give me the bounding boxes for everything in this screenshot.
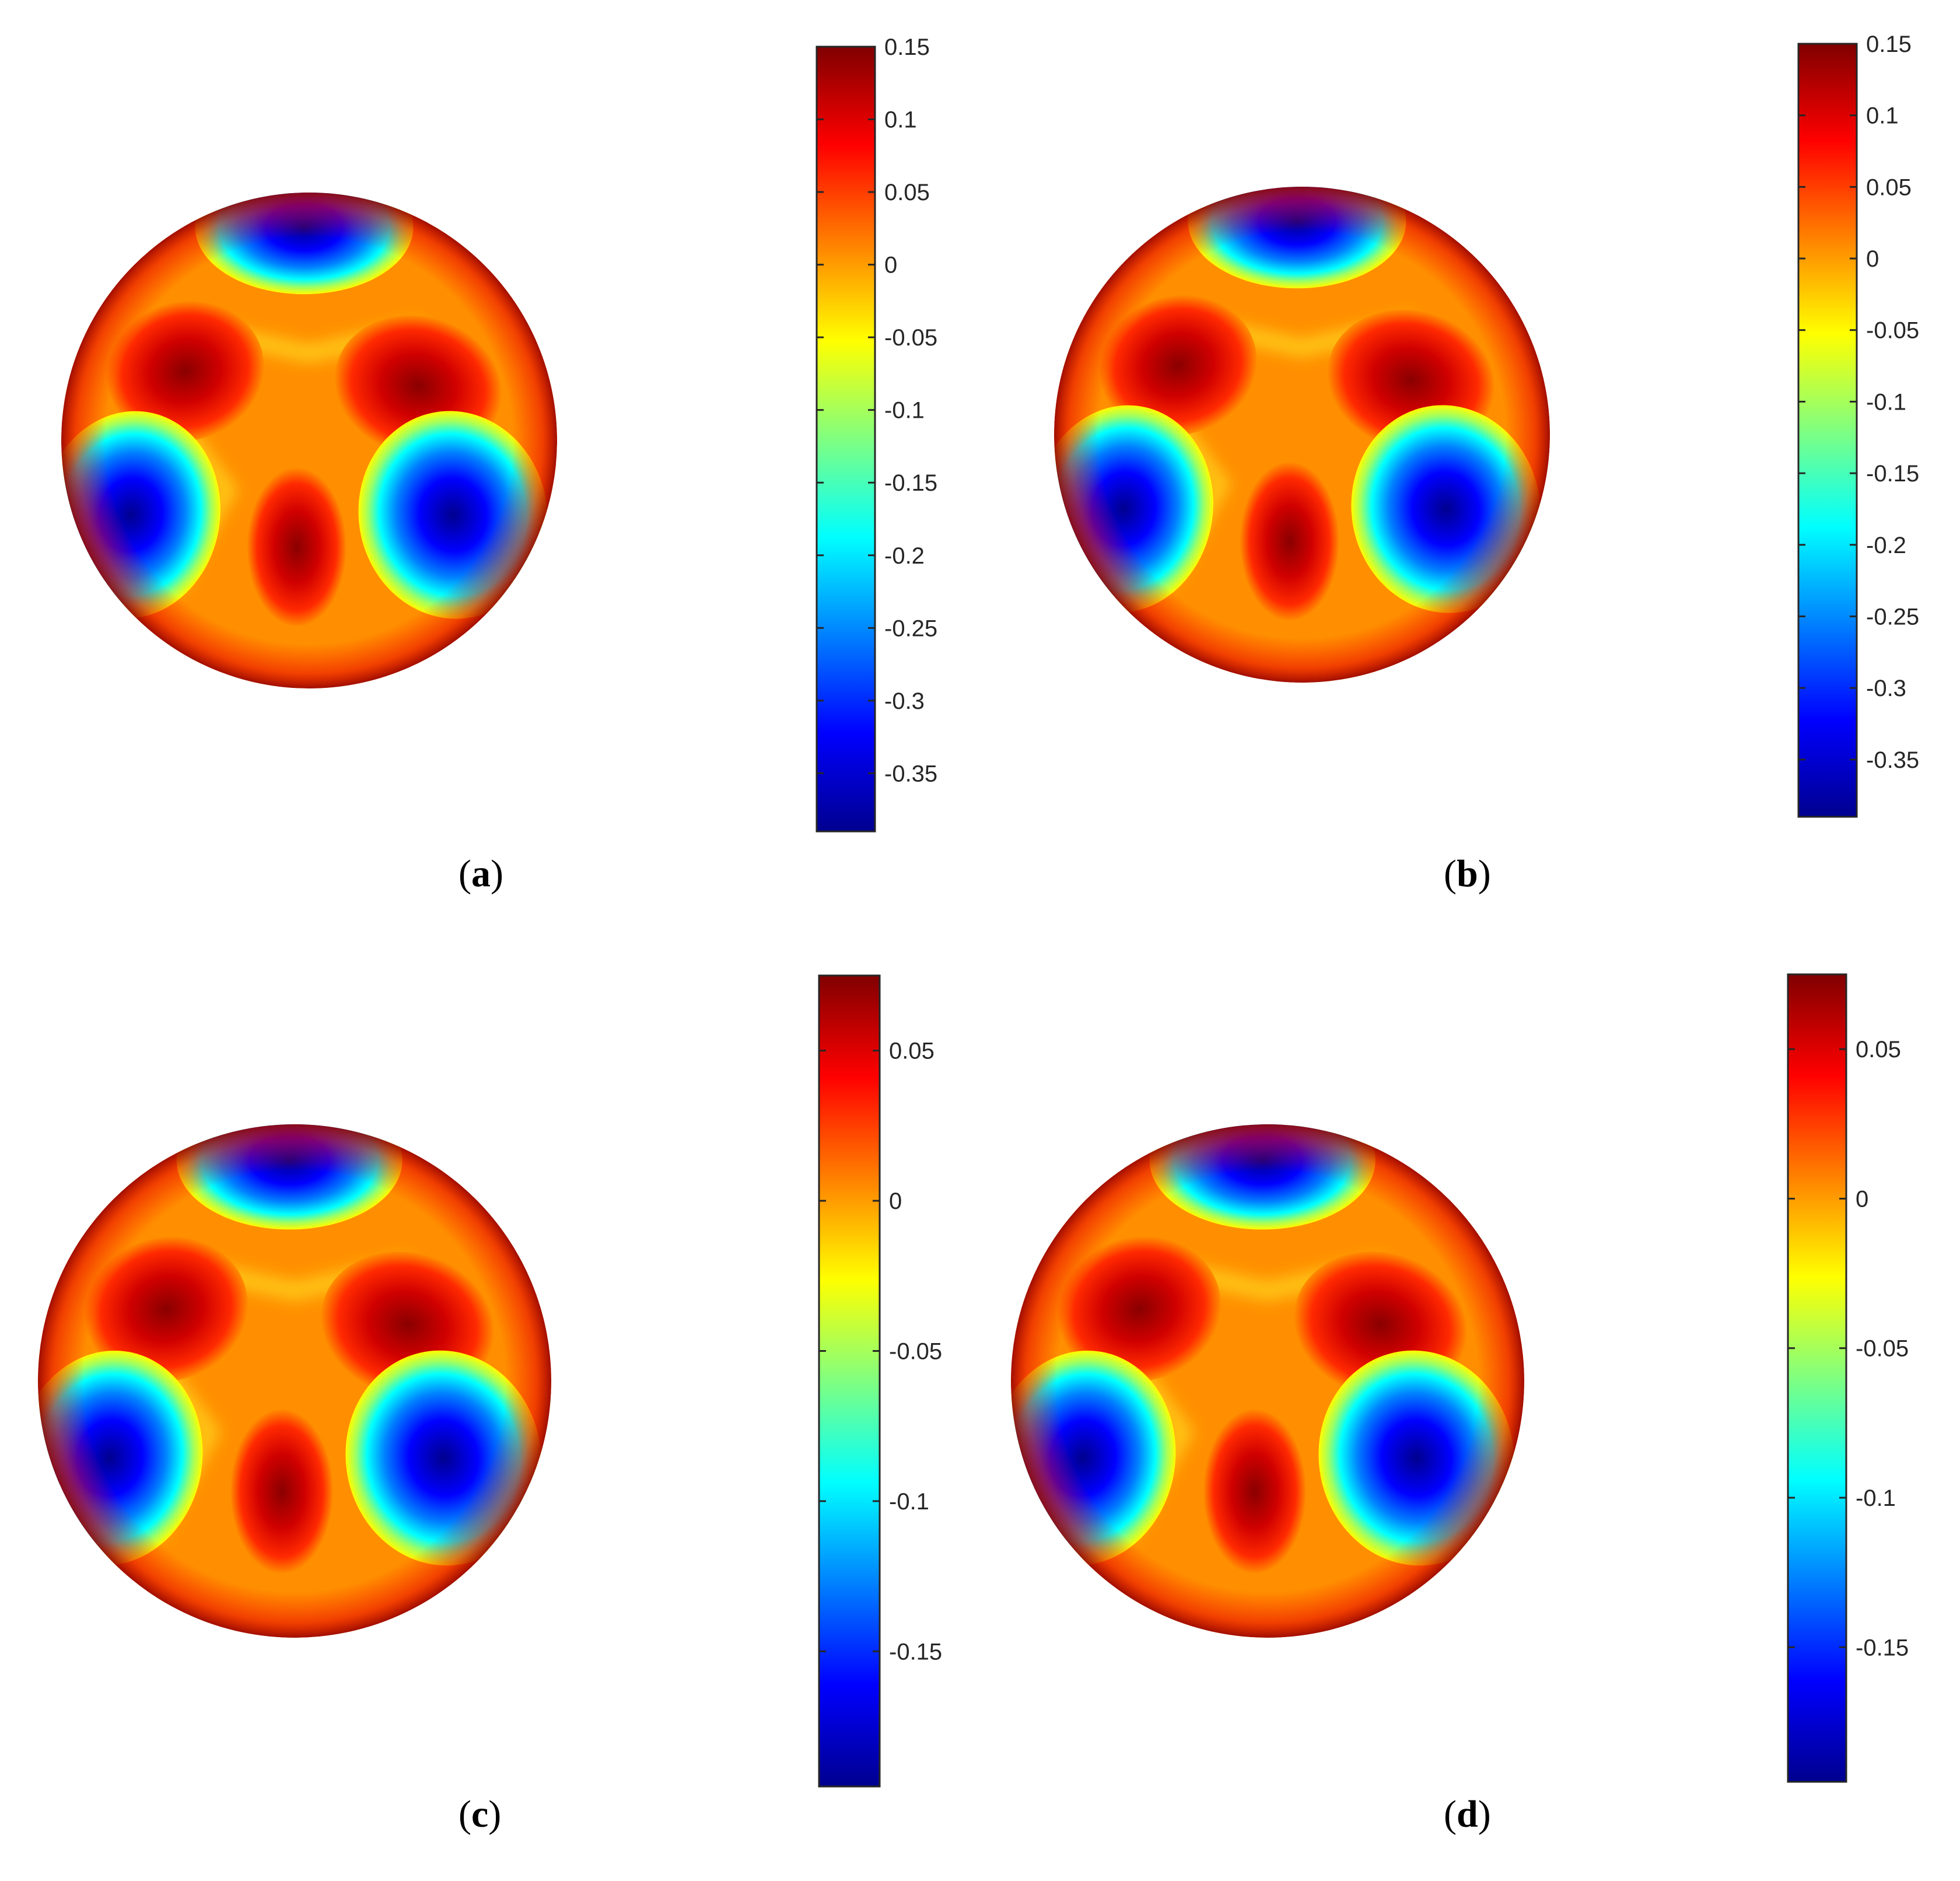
panel-label: (a) [459,852,503,895]
colorbar-tick-label: 0.1 [884,107,917,133]
sphere-plot [1011,1124,1524,1638]
panel-d: 0.05 0 -0.05 -0.1 -0.15 (d) [980,940,1960,1881]
colorbar-tick-label: 0.15 [884,34,930,60]
panel-label: (d) [1444,1793,1491,1835]
colorbar-tick-label: -0.2 [884,543,925,569]
colorbar-gradient [1797,43,1858,818]
colorbar-tick-label: -0.25 [884,616,937,641]
colorbar-tick-label: -0.05 [889,1339,942,1365]
figure-a: 0.15 0.1 0.05 0 -0.05 -0.1 -0.15 -0.2 -0.25 -0.3 -… [61,34,937,833]
colorbar-tick-label: -0.25 [1866,604,1919,630]
colorbar-tick-label: 0.15 [1866,32,1912,57]
figure-d: 0.05 0 -0.05 -0.1 -0.15 [1011,973,1909,1783]
colorbar-tick-label: -0.1 [1856,1485,1896,1511]
colorbar-tick-label: 0 [1856,1186,1868,1212]
panel-b: 0.15 0.1 0.05 0 -0.05 -0.1 -0.15 -0.2 -0.25 -0.3 -… [980,0,1960,940]
colorbar-tick-label: -0.15 [889,1639,942,1665]
colorbar: 0.05 0 -0.05 -0.1 -0.15 [818,974,942,1788]
colorbar: 0.15 0.1 0.05 0 -0.05 -0.1 -0.15 -0.2 -0.25 -0.3 -… [816,34,937,833]
colorbar-tick-label: 0.05 [1866,174,1912,200]
colorbar-tick-label: -0.15 [884,470,937,496]
colorbar-tick-label: 0 [884,253,897,278]
sphere-rim [1054,187,1550,683]
colorbar-tick-label: 0.05 [1856,1037,1901,1062]
colorbar-gradient [818,974,881,1788]
sphere-plot [38,1124,551,1638]
sphere-plot [1054,187,1550,683]
colorbar-tick-label: -0.05 [1856,1336,1909,1362]
colorbar-tick-label: -0.15 [1856,1635,1909,1660]
sphere-plot [61,193,557,688]
colorbar-tick-label: -0.3 [884,688,925,714]
panel-label: (b) [1444,852,1491,895]
colorbar: 0.15 0.1 0.05 0 -0.05 -0.1 -0.15 -0.2 -0.25 -0.3 -… [1797,32,1919,818]
colorbar-tick-label: -0.15 [1866,461,1919,487]
colorbar-tick-label: -0.1 [884,398,925,424]
colorbar-tick-label: 0.05 [884,180,930,205]
colorbar-tick-label: -0.05 [884,325,937,351]
colorbar-tick-label: 0 [889,1188,902,1214]
colorbar-tick-label: -0.3 [1866,676,1906,701]
colorbar-tick-label: -0.05 [1866,318,1919,344]
sphere-rim [1011,1124,1524,1638]
colorbar-tick-label: 0.1 [1866,103,1899,129]
colorbar-tick-label: 0.05 [889,1039,935,1064]
figure-b: 0.15 0.1 0.05 0 -0.05 -0.1 -0.15 -0.2 -0.25 -0.3 -… [1054,32,1919,818]
colorbar-tick-label: -0.1 [889,1489,929,1515]
colorbar-tick-label: -0.35 [1866,747,1919,773]
colorbar: 0.05 0 -0.05 -0.1 -0.15 [1787,973,1909,1783]
figure-c: 0.05 0 -0.05 -0.1 -0.15 [38,974,942,1788]
panel-a: 0.15 0.1 0.05 0 -0.05 -0.1 -0.15 -0.2 -0.25 -0.3 -… [0,0,980,940]
sphere-rim [61,193,557,688]
colorbar-tick-label: -0.2 [1866,533,1906,558]
colorbar-tick-label: 0 [1866,246,1879,272]
sphere-rim [38,1124,551,1638]
colorbar-tick-label: -0.35 [884,761,937,786]
colorbar-tick-label: -0.1 [1866,389,1906,415]
panel-label: (c) [459,1793,502,1835]
colorbar-gradient [816,46,876,833]
colorbar-gradient [1787,973,1847,1783]
panel-c: 0.05 0 -0.05 -0.1 -0.15 (c) [0,940,980,1881]
